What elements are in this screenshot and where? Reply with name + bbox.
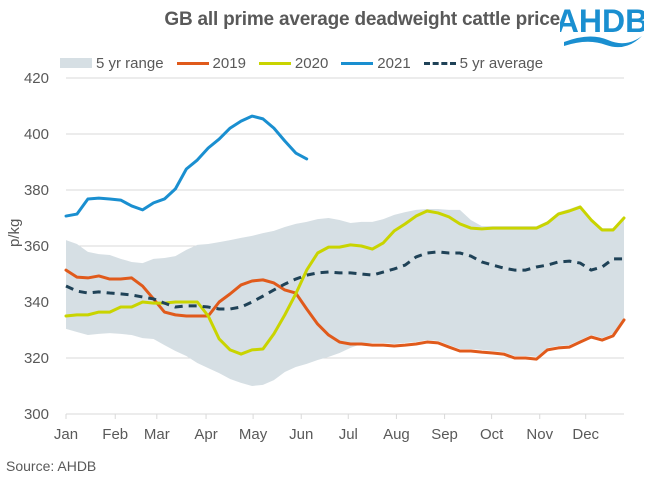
series-line-y2020 xyxy=(64,205,626,356)
legend-swatch-2021 xyxy=(341,61,374,65)
x-tick-label: Jul xyxy=(339,426,358,443)
y-tick-label: 340 xyxy=(24,294,49,311)
legend-swatch-2019 xyxy=(176,61,209,65)
x-tick-label: Jun xyxy=(289,426,313,443)
legend-item-2019: 2019 xyxy=(176,54,246,72)
ahdb-logo: AHDB xyxy=(560,3,644,48)
y-tick-label: 300 xyxy=(24,406,49,423)
chart-title: GB all prime average deadweight cattle p… xyxy=(164,9,560,30)
y-axis-label: p/kg xyxy=(6,218,23,247)
legend-swatch-2020 xyxy=(258,61,291,65)
source-note: Source: AHDB xyxy=(6,458,97,474)
x-tick-label: Nov xyxy=(526,426,553,443)
legend-item-2021: 2021 xyxy=(341,54,411,72)
y-tick-label: 320 xyxy=(24,350,49,367)
x-tick-label: Sep xyxy=(431,426,458,443)
legend-item-range: 5 yr range xyxy=(60,55,164,72)
series-line-y2019 xyxy=(64,268,626,361)
legend-swatch-range xyxy=(60,58,92,68)
legend-swatch-avg xyxy=(423,61,456,65)
series-line-y2021 xyxy=(64,114,309,218)
logo-text: AHDB xyxy=(560,3,644,39)
logo-wave-icon xyxy=(564,36,642,48)
legend-label: 2020 xyxy=(294,54,329,72)
range-area xyxy=(66,205,624,386)
y-tick-label: 420 xyxy=(24,70,49,87)
legend: 5 yr range 2019 2020 2021 5 yr average xyxy=(60,54,556,72)
x-tick-label: Jan xyxy=(54,426,78,443)
range-band xyxy=(66,205,624,386)
y-tick-label: 360 xyxy=(24,238,49,255)
y-tick-label: 380 xyxy=(24,182,49,199)
y-tick-label: 400 xyxy=(24,126,49,143)
legend-label: 2019 xyxy=(212,54,246,72)
legend-item-2020: 2020 xyxy=(258,54,329,72)
x-tick-label: May xyxy=(239,426,268,443)
x-tick-label: Mar xyxy=(144,426,170,443)
legend-item-avg: 5 yr average xyxy=(423,54,544,72)
x-tick-label: Apr xyxy=(194,426,217,443)
series-lines xyxy=(64,114,626,361)
x-tick-label: Oct xyxy=(480,426,504,443)
x-tick-label: Aug xyxy=(383,426,410,443)
x-axis-ticks: Jan Feb Mar Apr May Jun Jul Aug Sep Oct Nov Dec xyxy=(54,414,600,443)
legend-label: 5 yr average xyxy=(459,54,544,72)
x-tick-label: Feb xyxy=(102,426,128,443)
legend-label: 2021 xyxy=(377,54,411,72)
y-axis-ticks: 300 320 340 360 380 400 420 xyxy=(24,70,49,423)
legend-label: 5 yr range xyxy=(96,54,164,72)
x-tick-label: Dec xyxy=(572,426,599,443)
